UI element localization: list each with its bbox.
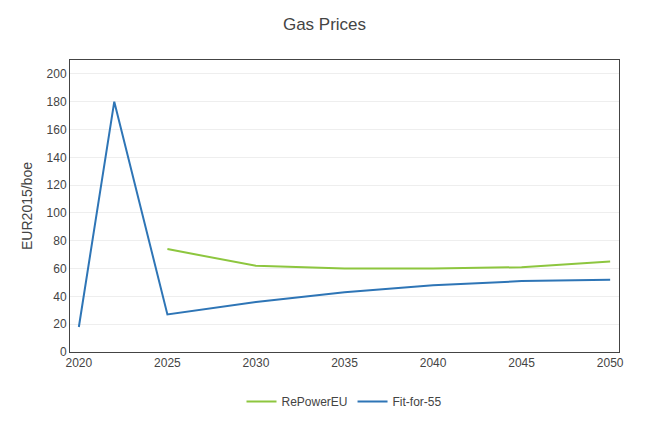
svg-text:80: 80 [53,234,67,248]
svg-text:140: 140 [47,151,67,165]
svg-text:2025: 2025 [154,356,181,370]
svg-text:120: 120 [47,178,67,192]
svg-text:2050: 2050 [597,356,624,370]
svg-text:180: 180 [47,95,67,109]
svg-text:40: 40 [53,290,67,304]
svg-text:EUR2015/boe: EUR2015/boe [19,162,35,250]
svg-text:0: 0 [60,345,67,359]
svg-text:60: 60 [53,262,67,276]
svg-text:2035: 2035 [331,356,358,370]
svg-text:Gas Prices: Gas Prices [283,15,366,34]
svg-text:2045: 2045 [508,356,535,370]
svg-text:Fit-for-55: Fit-for-55 [393,395,442,409]
svg-text:20: 20 [53,317,67,331]
svg-text:200: 200 [47,67,67,81]
svg-text:2020: 2020 [65,356,92,370]
svg-text:2040: 2040 [420,356,447,370]
svg-text:100: 100 [47,206,67,220]
svg-text:2030: 2030 [243,356,270,370]
svg-text:RePowerEU: RePowerEU [282,395,348,409]
svg-text:160: 160 [47,123,67,137]
